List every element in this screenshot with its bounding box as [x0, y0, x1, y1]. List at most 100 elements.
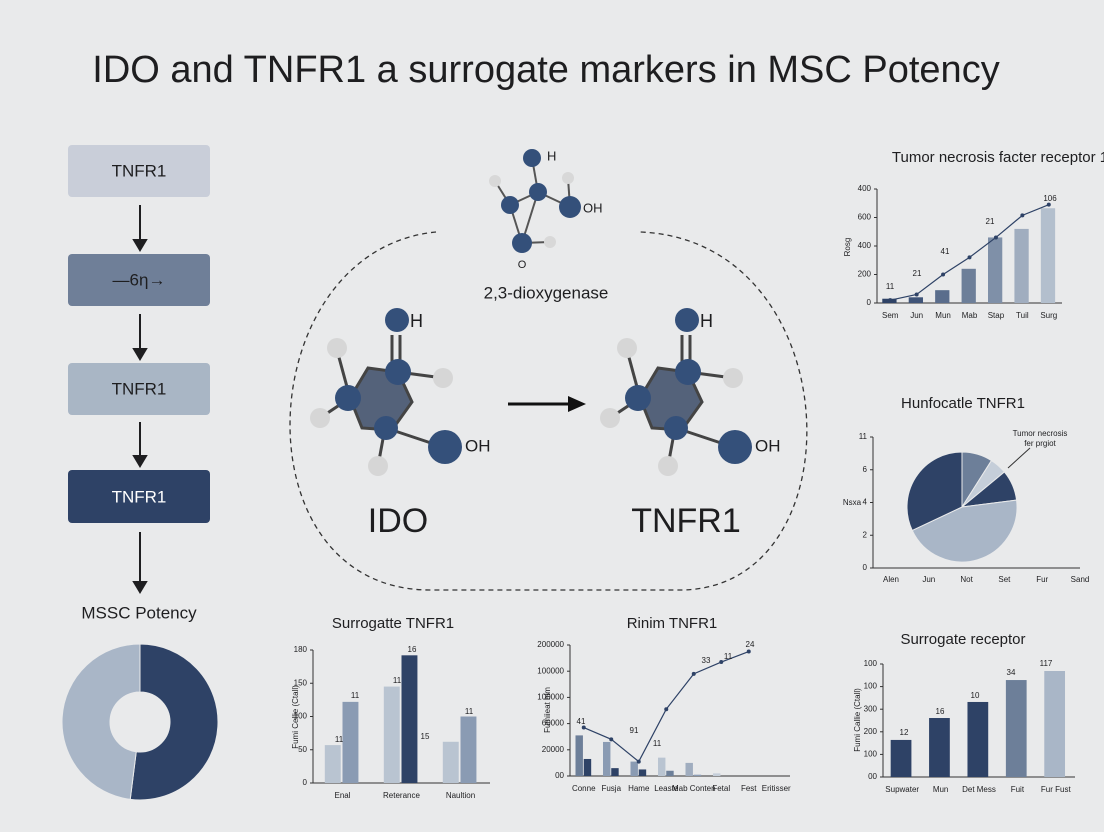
bar — [442, 741, 459, 783]
x-tick-label: Mun — [933, 785, 949, 794]
y-axis-label: Rosg — [843, 238, 852, 257]
x-tick-label: Det Mess — [962, 785, 996, 794]
flow-box — [68, 363, 210, 415]
point — [993, 235, 998, 240]
bar — [583, 758, 592, 776]
bar — [967, 701, 989, 777]
atom-label: H — [700, 311, 713, 331]
chart-title: Rinim TNFR1 — [627, 615, 718, 632]
y-tick-label: 50 — [298, 745, 307, 754]
atom-label: H — [547, 148, 556, 163]
x-tick-label: Stap — [988, 311, 1005, 320]
y-tick-label: 400 — [858, 184, 872, 193]
bar — [1040, 208, 1056, 303]
flow-step: TNFR1 — [112, 487, 167, 506]
bar — [666, 770, 674, 776]
y-tick-label: 11 — [859, 432, 868, 441]
chart-title: Surrogate receptor — [900, 631, 1025, 648]
flow-step: TNFR1 — [112, 161, 167, 180]
annotation: 11 — [335, 735, 344, 744]
atom-label: OH — [755, 436, 781, 455]
y-tick-label: 100 — [294, 712, 308, 721]
y-tick-label: 100 — [864, 682, 878, 691]
y-tick-label: 20000 — [542, 745, 565, 754]
bar — [713, 773, 721, 776]
bar — [658, 757, 666, 776]
bar — [401, 655, 418, 783]
y-tick-label: 100000 — [537, 693, 564, 702]
x-tick-label: Jun — [910, 311, 923, 320]
bar — [890, 739, 912, 777]
x-label: Jun — [922, 575, 935, 584]
annotation: 33 — [702, 656, 711, 665]
point — [719, 660, 724, 665]
point — [888, 298, 893, 303]
flow-arrows — [132, 205, 148, 594]
point — [1046, 202, 1051, 207]
y-axis-label: Fumi Callie (Ctall) — [853, 688, 862, 752]
y-tick-label: 0 — [303, 778, 308, 787]
annotation: 41 — [577, 717, 586, 726]
flow-step: TNFR1 — [112, 379, 167, 398]
y-tick-label: 300 — [864, 704, 878, 713]
bar — [908, 297, 923, 303]
annotation: 16 — [408, 645, 417, 654]
y-axis-label: Fumiieat bim — [543, 687, 552, 733]
bar — [575, 735, 583, 776]
y-tick-label: 150 — [294, 678, 308, 687]
annotation: 10 — [971, 691, 980, 700]
annotation: 11 — [724, 652, 733, 661]
y-tick-label: 100 — [864, 750, 878, 759]
bar — [638, 769, 647, 776]
x-tick-label: Reterance — [383, 791, 420, 800]
bar — [1044, 671, 1066, 777]
point — [1020, 213, 1025, 218]
x-tick-label: Sem — [882, 311, 899, 320]
y-tick-label: 00 — [555, 771, 564, 780]
x-tick-label: Fusja — [601, 784, 621, 793]
x-tick-label: Enal — [334, 791, 350, 800]
point — [941, 272, 946, 277]
x-tick-label: Conne — [572, 784, 596, 793]
atom-label: H — [410, 311, 423, 331]
bar — [693, 774, 702, 776]
annotation: 11 — [653, 739, 662, 748]
annotation: 21 — [913, 269, 922, 278]
bar — [961, 268, 976, 303]
bar — [1005, 680, 1027, 777]
x-tick-label: Fur Fust — [1041, 785, 1072, 794]
bar — [603, 741, 611, 776]
bar — [460, 716, 477, 783]
point — [636, 759, 641, 764]
bar — [988, 237, 1003, 303]
annotation: 11 — [886, 282, 895, 291]
atom-label: O — [518, 259, 527, 271]
y-tick-label: 200 — [858, 270, 872, 279]
point — [967, 255, 972, 260]
chart-title: Tumor necrosis facter receptor 1 — [892, 149, 1104, 166]
bar — [611, 768, 619, 776]
annotation: 91 — [630, 726, 639, 735]
main-title: IDO and TNFR1 a surrogate markers in MSC… — [92, 49, 999, 91]
x-tick-label: Mab Conten — [672, 784, 716, 793]
y-tick-label: 200000 — [537, 640, 564, 649]
atom-label: OH — [465, 436, 491, 455]
x-tick-label: Leaste — [654, 784, 679, 793]
flow-box — [68, 145, 210, 197]
y-tick-label: 0 — [863, 563, 868, 572]
x-label: Alen — [883, 575, 899, 584]
point — [581, 725, 586, 730]
donut-slice — [129, 643, 219, 801]
point — [609, 737, 614, 742]
bar — [685, 762, 693, 776]
chart-title: Hunfocatle TNFR1 — [901, 395, 1025, 412]
pie-slice — [911, 499, 1018, 563]
flow-result: MSSC Potency — [81, 603, 197, 622]
y-axis-label: Nsxa — [843, 498, 862, 507]
annotation: 11 — [393, 676, 402, 685]
x-tick-label: Fetal — [712, 784, 730, 793]
annotation: 24 — [746, 640, 755, 649]
y-tick-label: 100 — [864, 659, 878, 668]
x-tick-label: Surg — [1040, 311, 1057, 320]
